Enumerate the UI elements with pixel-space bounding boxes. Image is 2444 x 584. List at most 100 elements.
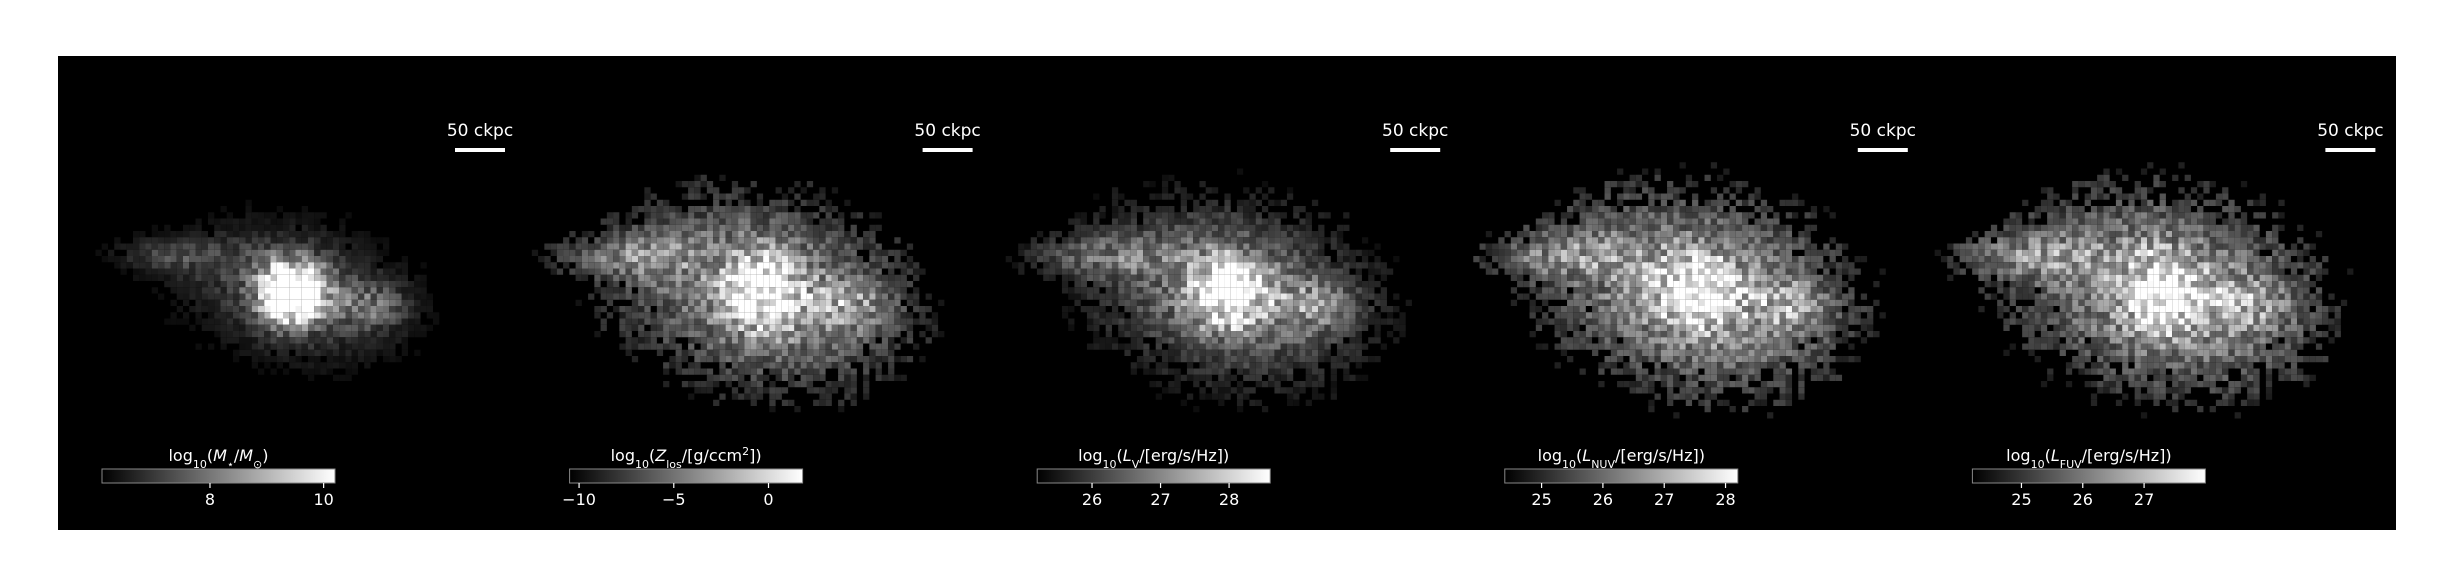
pixel bbox=[1679, 218, 1686, 225]
pixel bbox=[650, 218, 657, 225]
pixel bbox=[1199, 268, 1206, 275]
pixel bbox=[301, 231, 308, 238]
pixel bbox=[1374, 337, 1381, 344]
pixel bbox=[600, 287, 607, 294]
pixel bbox=[276, 318, 283, 325]
pixel bbox=[1792, 262, 1799, 269]
pixel bbox=[1105, 287, 1112, 294]
pixel bbox=[351, 262, 358, 269]
pixel bbox=[581, 237, 589, 244]
pixel bbox=[301, 312, 308, 319]
pixel bbox=[1180, 312, 1187, 319]
pixel bbox=[1149, 218, 1156, 225]
pixel bbox=[376, 343, 383, 350]
pixel bbox=[1498, 237, 1505, 244]
pixel bbox=[644, 343, 651, 350]
pixel bbox=[345, 331, 352, 338]
pixel bbox=[1729, 299, 1736, 306]
pixel bbox=[1086, 256, 1094, 263]
pixel bbox=[1149, 193, 1156, 200]
pixel bbox=[669, 218, 676, 225]
pixel bbox=[1211, 393, 1219, 400]
pixel bbox=[1742, 256, 1749, 263]
pixel bbox=[1829, 249, 1836, 256]
pixel bbox=[1136, 206, 1144, 213]
pixel bbox=[700, 312, 707, 319]
pixel bbox=[1249, 262, 1256, 269]
pixel bbox=[781, 299, 789, 306]
pixel bbox=[1193, 368, 1200, 375]
pixel bbox=[283, 299, 290, 306]
pixel bbox=[1529, 299, 1536, 306]
pixel bbox=[881, 274, 889, 281]
pixel bbox=[1685, 174, 1693, 181]
pixel bbox=[1224, 362, 1231, 369]
pixel bbox=[769, 399, 776, 406]
pixel bbox=[631, 356, 639, 363]
pixel bbox=[1136, 237, 1144, 244]
pixel bbox=[1136, 262, 1144, 269]
pixel bbox=[713, 306, 720, 313]
pixel bbox=[700, 174, 707, 181]
pixel bbox=[1143, 349, 1150, 356]
pixel bbox=[788, 231, 795, 238]
pixel bbox=[301, 343, 308, 350]
pixel bbox=[1585, 218, 1593, 225]
pixel bbox=[1773, 299, 1780, 306]
pixel bbox=[1567, 306, 1574, 313]
pixel bbox=[1255, 306, 1262, 313]
pixel bbox=[656, 331, 664, 338]
pixel bbox=[1143, 274, 1150, 281]
pixel bbox=[775, 256, 782, 263]
pixel bbox=[1692, 312, 1699, 319]
pixel bbox=[588, 249, 595, 256]
pixel bbox=[364, 356, 371, 363]
pixel bbox=[831, 312, 839, 319]
pixel bbox=[1635, 231, 1643, 238]
pixel bbox=[1685, 206, 1693, 213]
pixel bbox=[713, 331, 720, 338]
pixel bbox=[1760, 281, 1768, 288]
pixel bbox=[1585, 262, 1593, 269]
pixel bbox=[239, 237, 246, 244]
pixel bbox=[1567, 281, 1574, 288]
pixel bbox=[856, 337, 864, 344]
pixel bbox=[1299, 281, 1306, 288]
pixel bbox=[314, 274, 321, 281]
pixel bbox=[719, 312, 726, 319]
pixel bbox=[1286, 193, 1294, 200]
pixel bbox=[1710, 312, 1718, 319]
pixel bbox=[1374, 312, 1381, 319]
pixel bbox=[706, 206, 714, 213]
pixel bbox=[644, 212, 651, 219]
pixel bbox=[1324, 343, 1331, 350]
pixel bbox=[750, 368, 757, 375]
pixel bbox=[1174, 349, 1181, 356]
pixel bbox=[1785, 318, 1793, 325]
pixel bbox=[1261, 274, 1269, 281]
pixel bbox=[713, 243, 720, 250]
pixel bbox=[1773, 256, 1780, 263]
pixel bbox=[713, 374, 720, 381]
pixel bbox=[644, 274, 651, 281]
pixel bbox=[214, 231, 221, 238]
pixel bbox=[364, 243, 371, 250]
pixel bbox=[713, 299, 720, 306]
pixel bbox=[625, 237, 632, 244]
pixel bbox=[1199, 368, 1206, 375]
pixel bbox=[831, 262, 839, 269]
pixel bbox=[688, 318, 695, 325]
pixel bbox=[1211, 387, 1219, 394]
pixel bbox=[625, 324, 632, 331]
pixel bbox=[700, 274, 707, 281]
pixel bbox=[1118, 249, 1125, 256]
pixel bbox=[1704, 237, 1711, 244]
pixel bbox=[1523, 243, 1530, 250]
pixel bbox=[1080, 262, 1087, 269]
pixel bbox=[856, 331, 864, 338]
pixel bbox=[1535, 324, 1543, 331]
pixel bbox=[806, 262, 814, 269]
pixel bbox=[1111, 193, 1119, 200]
pixel bbox=[925, 306, 932, 313]
pixel bbox=[1504, 268, 1511, 275]
